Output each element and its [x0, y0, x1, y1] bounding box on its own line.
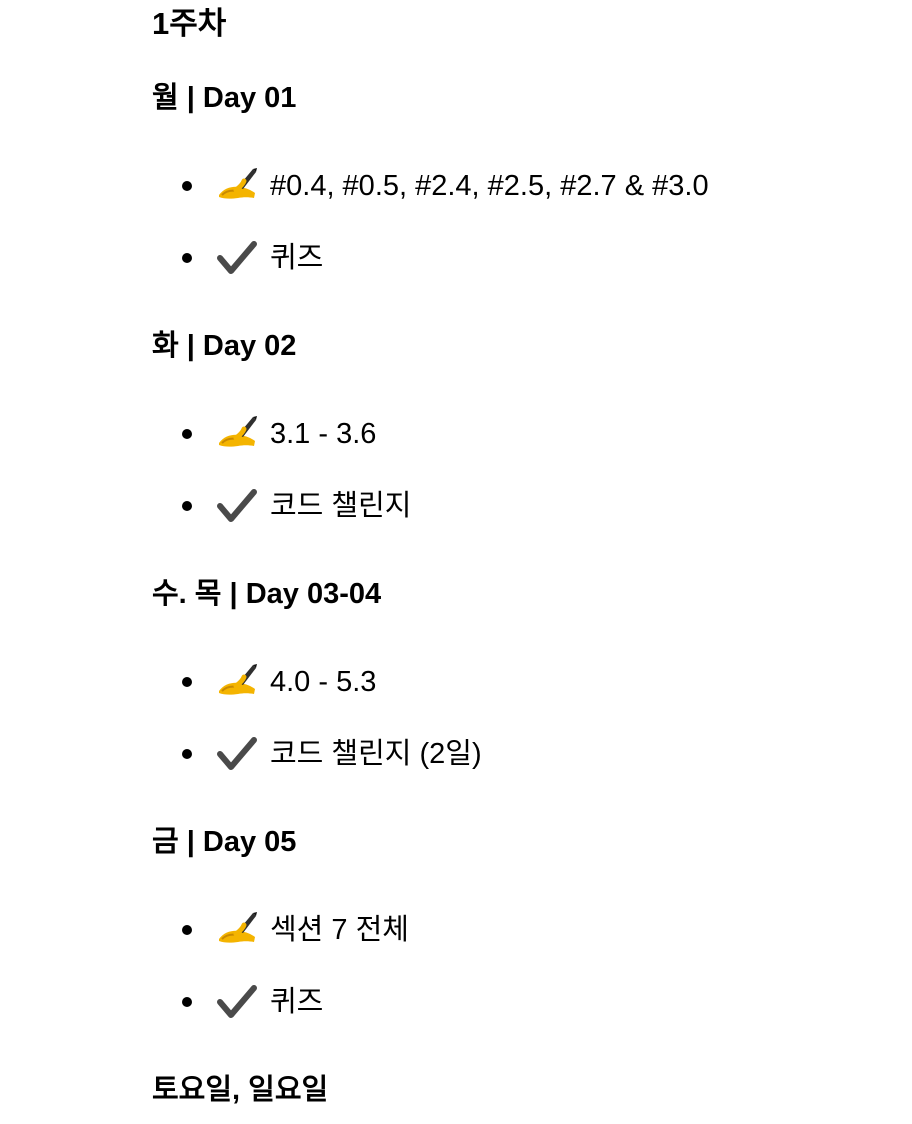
bullet — [182, 677, 192, 687]
task-text: #0.4, #0.5, #2.4, #2.5, #2.7 & #3.0 — [270, 170, 709, 202]
writing-hand-icon — [219, 416, 257, 447]
check-mark-icon — [217, 737, 257, 770]
check-mark-icon — [217, 489, 257, 522]
check-mark-icon — [216, 486, 258, 526]
check-mark-icon — [216, 982, 258, 1022]
bullet — [182, 997, 192, 1007]
day-title-tue: 화 | Day 02 — [152, 330, 297, 362]
day-title-wed-thu: 수. 목 | Day 03-04 — [152, 578, 382, 610]
task-text: 퀴즈 — [270, 242, 324, 274]
bullet — [182, 429, 192, 439]
bullet — [182, 181, 192, 191]
bullet — [182, 925, 192, 935]
task-text: 퀴즈 — [270, 986, 324, 1018]
task-text: 섹션 7 전체 — [270, 914, 409, 946]
day-title-weekend: 토요일, 일요일 — [152, 1074, 329, 1106]
task-text: 코드 챌린지 (2일) — [270, 738, 482, 770]
task-text: 코드 챌린지 — [270, 490, 412, 522]
bullet — [182, 749, 192, 759]
list-item: 코드 챌린지 (2일) — [152, 732, 482, 776]
list-item: 코드 챌린지 — [152, 484, 411, 528]
list-item: 3.1 - 3.6 — [152, 412, 376, 456]
check-mark-icon — [217, 241, 257, 274]
check-mark-icon — [217, 985, 257, 1018]
week-title: 1주차 — [152, 6, 227, 41]
bullet — [182, 501, 192, 511]
writing-hand-icon — [219, 168, 257, 199]
writing-hand-icon — [216, 166, 258, 206]
list-item: #0.4, #0.5, #2.4, #2.5, #2.7 & #3.0 — [152, 164, 709, 208]
list-item: 4.0 - 5.3 — [152, 660, 376, 704]
list-item: 퀴즈 — [152, 236, 323, 280]
writing-hand-icon — [216, 414, 258, 454]
task-text: 3.1 - 3.6 — [270, 418, 377, 450]
bullet — [182, 253, 192, 263]
writing-hand-icon — [216, 662, 258, 702]
list-item: 퀴즈 — [152, 980, 323, 1024]
check-mark-icon — [216, 238, 258, 278]
day-title-mon: 월 | Day 01 — [152, 82, 297, 114]
task-text: 4.0 - 5.3 — [270, 666, 377, 698]
writing-hand-icon — [216, 910, 258, 950]
writing-hand-icon — [219, 912, 257, 943]
check-mark-icon — [216, 734, 258, 774]
day-title-fri: 금 | Day 05 — [152, 826, 297, 858]
writing-hand-icon — [219, 664, 257, 695]
list-item: 섹션 7 전체 — [152, 908, 409, 952]
